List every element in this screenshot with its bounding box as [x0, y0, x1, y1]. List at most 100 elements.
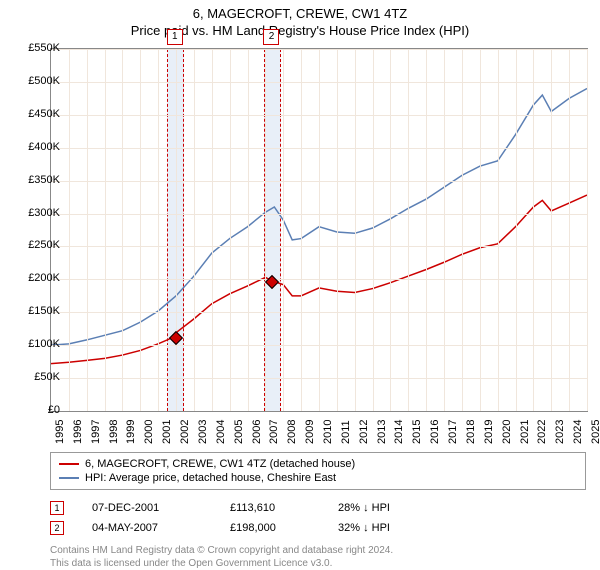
gridline-vertical [87, 49, 88, 411]
x-axis-label: 2009 [304, 420, 316, 444]
gridline-vertical [194, 49, 195, 411]
sales-table: 1 07-DEC-2001 £113,610 28% ↓ HPI 2 04-MAY-200… [50, 498, 586, 538]
gridline-vertical [248, 49, 249, 411]
title-block: 6, MAGECROFT, CREWE, CW1 4TZ Price paid … [0, 0, 600, 38]
gridline-vertical [390, 49, 391, 411]
legend-item: 6, MAGECROFT, CREWE, CW1 4TZ (detached h… [59, 457, 577, 471]
x-axis-label: 2010 [322, 420, 334, 444]
sale-band-label: 1 [167, 29, 183, 45]
legend-label: HPI: Average price, detached house, Ches… [85, 472, 336, 484]
x-axis-label: 2023 [554, 420, 566, 444]
gridline-vertical [212, 49, 213, 411]
y-axis-label: £150K [10, 305, 60, 317]
y-axis-label: £500K [10, 75, 60, 87]
x-axis-label: 2025 [590, 420, 600, 444]
y-axis-label: £0 [10, 404, 60, 416]
gridline-vertical [69, 49, 70, 411]
x-axis-label: 1999 [125, 420, 137, 444]
gridline-vertical [373, 49, 374, 411]
x-axis-label: 2022 [536, 420, 548, 444]
legend-label: 6, MAGECROFT, CREWE, CW1 4TZ (detached h… [85, 458, 355, 470]
legend-swatch [59, 477, 79, 479]
gridline-vertical [498, 49, 499, 411]
y-axis-label: £450K [10, 108, 60, 120]
title-address: 6, MAGECROFT, CREWE, CW1 4TZ [0, 6, 600, 21]
gridline-vertical [408, 49, 409, 411]
title-subtitle: Price paid vs. HM Land Registry's House … [0, 23, 600, 38]
gridline-vertical [444, 49, 445, 411]
legend-box: 6, MAGECROFT, CREWE, CW1 4TZ (detached h… [50, 452, 586, 490]
gridline-vertical [319, 49, 320, 411]
x-axis-label: 2001 [161, 420, 173, 444]
x-axis-label: 1997 [90, 420, 102, 444]
gridline-vertical [283, 49, 284, 411]
x-axis-label: 2012 [358, 420, 370, 444]
gridline-vertical [140, 49, 141, 411]
x-axis-label: 1998 [108, 420, 120, 444]
x-axis-label: 2018 [465, 420, 477, 444]
y-axis-label: £400K [10, 141, 60, 153]
x-axis-label: 2011 [340, 420, 352, 444]
y-axis-label: £300K [10, 207, 60, 219]
x-axis-label: 2008 [286, 420, 298, 444]
x-axis-label: 2006 [251, 420, 263, 444]
credit-line-2: This data is licensed under the Open Gov… [50, 557, 586, 570]
x-axis-label: 1996 [72, 420, 84, 444]
gridline-vertical [462, 49, 463, 411]
sales-row-date: 04-MAY-2007 [92, 522, 202, 534]
x-axis-label: 2014 [393, 420, 405, 444]
sales-row-date: 07-DEC-2001 [92, 502, 202, 514]
sales-row-marker: 1 [50, 501, 64, 515]
gridline-vertical [265, 49, 266, 411]
x-axis-label: 2020 [501, 420, 513, 444]
x-axis-label: 2021 [519, 420, 531, 444]
gridline-vertical [105, 49, 106, 411]
x-axis-label: 2019 [483, 420, 495, 444]
gridline-vertical [122, 49, 123, 411]
y-axis-label: £200K [10, 272, 60, 284]
gridline-vertical [337, 49, 338, 411]
gridline-vertical [176, 49, 177, 411]
sales-row-delta: 28% ↓ HPI [338, 502, 390, 514]
y-axis-label: £250K [10, 239, 60, 251]
gridline-vertical [569, 49, 570, 411]
sales-row-price: £113,610 [230, 502, 310, 514]
gridline-vertical [158, 49, 159, 411]
sales-row: 204-MAY-2007£198,00032% ↓ HPI [50, 518, 586, 538]
x-axis-label: 2002 [179, 420, 191, 444]
sale-band-label: 2 [263, 29, 279, 45]
x-axis-label: 2015 [411, 420, 423, 444]
chart-plot-area: 12 [50, 48, 588, 412]
y-axis-label: £550K [10, 42, 60, 54]
sales-row-price: £198,000 [230, 522, 310, 534]
gridline-vertical [230, 49, 231, 411]
x-axis-label: 2004 [215, 420, 227, 444]
x-axis-label: 2017 [447, 420, 459, 444]
sales-row: 1 07-DEC-2001 £113,610 28% ↓ HPI [50, 498, 586, 518]
y-axis-label: £350K [10, 174, 60, 186]
legend-swatch [59, 463, 79, 465]
x-axis-label: 2016 [429, 420, 441, 444]
legend-item: HPI: Average price, detached house, Ches… [59, 471, 577, 485]
x-axis-label: 2024 [572, 420, 584, 444]
x-axis-label: 2007 [268, 420, 280, 444]
gridline-vertical [301, 49, 302, 411]
legend-and-footer: 6, MAGECROFT, CREWE, CW1 4TZ (detached h… [50, 452, 586, 570]
credit-line-1: Contains HM Land Registry data © Crown c… [50, 544, 586, 557]
y-axis-label: £50K [10, 371, 60, 383]
gridline-vertical [587, 49, 588, 411]
gridline-vertical [480, 49, 481, 411]
sales-row-marker: 2 [50, 521, 64, 535]
gridline-vertical [551, 49, 552, 411]
x-axis-label: 2005 [233, 420, 245, 444]
gridline-vertical [426, 49, 427, 411]
x-axis-label: 2000 [143, 420, 155, 444]
x-axis-label: 2003 [197, 420, 209, 444]
x-axis-label: 1995 [54, 420, 66, 444]
x-axis-label: 2013 [376, 420, 388, 444]
gridline-vertical [533, 49, 534, 411]
gridline-vertical [355, 49, 356, 411]
gridline-vertical [516, 49, 517, 411]
y-axis-label: £100K [10, 338, 60, 350]
credit-text: Contains HM Land Registry data © Crown c… [50, 544, 586, 570]
